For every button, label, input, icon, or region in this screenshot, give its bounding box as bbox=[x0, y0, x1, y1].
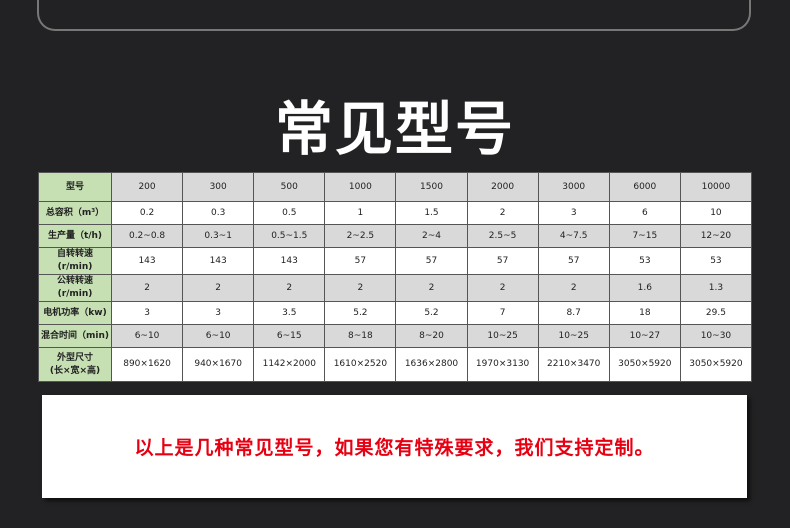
row-label: 总容积（m³） bbox=[38, 201, 112, 225]
page-title: 常见型号 bbox=[274, 95, 515, 163]
table-cell: 3 bbox=[537, 201, 610, 225]
table-cell: 2~4 bbox=[395, 224, 468, 248]
table-cell: 2000 bbox=[466, 172, 539, 202]
table-cell: 890×1620 bbox=[110, 347, 184, 382]
table-row: 总容积（m³） 0.2 0.3 0.5 1 1.5 2 3 6 10 bbox=[38, 201, 753, 225]
table-cell: 1142×2000 bbox=[253, 347, 326, 382]
table-cell: 10~27 bbox=[608, 324, 681, 348]
table-cell: 3 bbox=[110, 301, 184, 325]
table-cell: 18 bbox=[608, 301, 681, 325]
table-cell: 6 bbox=[608, 201, 681, 225]
table-cell: 2 bbox=[110, 274, 184, 302]
table-cell: 10000 bbox=[679, 172, 753, 202]
table-cell: 1500 bbox=[395, 172, 468, 202]
table-row: 混合时间（min) 6~10 6~10 6~15 8~18 8~20 10~25 10~25 1… bbox=[38, 324, 753, 348]
table-cell: 1.6 bbox=[608, 274, 681, 302]
table-cell: 940×1670 bbox=[182, 347, 255, 382]
table-cell: 2 bbox=[253, 274, 326, 302]
row-label: 型号 bbox=[38, 172, 112, 202]
notice-text: 以上是几种常见型号，如果您有特殊要求，我们支持定制。 bbox=[134, 437, 655, 459]
table-cell: 0.5 bbox=[253, 201, 326, 225]
table-cell: 29.5 bbox=[679, 301, 753, 325]
table-cell: 2.5~5 bbox=[466, 224, 539, 248]
table-cell: 2 bbox=[324, 274, 397, 302]
top-frame bbox=[37, 0, 751, 31]
row-label: 混合时间（min) bbox=[38, 324, 112, 348]
table-cell: 5.2 bbox=[395, 301, 468, 325]
table-cell: 2 bbox=[466, 201, 539, 225]
table-cell: 1970×3130 bbox=[466, 347, 539, 382]
table-row: 自转转速 (r/min) 143 143 143 57 57 57 57 53 53 bbox=[38, 247, 753, 275]
row-label: 电机功率（kw) bbox=[38, 301, 112, 325]
table-cell: 2 bbox=[182, 274, 255, 302]
table-cell: 6~10 bbox=[182, 324, 255, 348]
table-cell: 6000 bbox=[608, 172, 681, 202]
table-cell: 1.5 bbox=[395, 201, 468, 225]
row-label: 外型尺寸 (长×宽×高) bbox=[38, 347, 112, 382]
table-cell: 2210×3470 bbox=[537, 347, 610, 382]
table-cell: 0.3~1 bbox=[182, 224, 255, 248]
table-cell: 6~10 bbox=[110, 324, 184, 348]
table-cell: 1.3 bbox=[679, 274, 753, 302]
table-cell: 10 bbox=[679, 201, 753, 225]
table-cell: 57 bbox=[324, 247, 397, 275]
notice-box: 以上是几种常见型号，如果您有特殊要求，我们支持定制。 bbox=[42, 395, 747, 498]
table-cell: 7 bbox=[466, 301, 539, 325]
table-cell: 143 bbox=[253, 247, 326, 275]
table-row: 型号 200 300 500 1000 1500 2000 3000 6000 10000 bbox=[38, 172, 753, 202]
table-cell: 3000 bbox=[537, 172, 610, 202]
table-cell: 1636×2800 bbox=[395, 347, 468, 382]
table-cell: 300 bbox=[182, 172, 255, 202]
row-label: 自转转速 (r/min) bbox=[38, 247, 112, 275]
table-cell: 10~25 bbox=[537, 324, 610, 348]
table-cell: 0.2~0.8 bbox=[110, 224, 184, 248]
table-cell: 143 bbox=[110, 247, 184, 275]
table-cell: 2 bbox=[466, 274, 539, 302]
table-cell: 5.2 bbox=[324, 301, 397, 325]
table-cell: 8~18 bbox=[324, 324, 397, 348]
table-cell: 1 bbox=[324, 201, 397, 225]
table-cell: 2~2.5 bbox=[324, 224, 397, 248]
table-cell: 2 bbox=[537, 274, 610, 302]
table-cell: 1610×2520 bbox=[324, 347, 397, 382]
table-cell: 57 bbox=[537, 247, 610, 275]
table-cell: 12~20 bbox=[679, 224, 753, 248]
table-cell: 57 bbox=[395, 247, 468, 275]
table-cell: 143 bbox=[182, 247, 255, 275]
table-cell: 10~30 bbox=[679, 324, 753, 348]
table-cell: 8.7 bbox=[537, 301, 610, 325]
table-row: 外型尺寸 (长×宽×高) 890×1620 940×1670 1142×2000 161… bbox=[38, 347, 753, 382]
table-cell: 500 bbox=[253, 172, 326, 202]
table-cell: 53 bbox=[679, 247, 753, 275]
table-cell: 7~15 bbox=[608, 224, 681, 248]
table-cell: 0.5~1.5 bbox=[253, 224, 326, 248]
table-cell: 4~7.5 bbox=[537, 224, 610, 248]
table-row: 生产量（t/h) 0.2~0.8 0.3~1 0.5~1.5 2~2.5 2~4 2.5~5… bbox=[38, 224, 753, 248]
table-cell: 10~25 bbox=[466, 324, 539, 348]
table-cell: 53 bbox=[608, 247, 681, 275]
table-cell: 1000 bbox=[324, 172, 397, 202]
table-cell: 2 bbox=[395, 274, 468, 302]
table-cell: 3 bbox=[182, 301, 255, 325]
table-cell: 8~20 bbox=[395, 324, 468, 348]
model-spec-table: 型号 200 300 500 1000 1500 2000 3000 6000 10000 总容积（… bbox=[38, 172, 753, 382]
table-cell: 6~15 bbox=[253, 324, 326, 348]
table-cell: 200 bbox=[110, 172, 184, 202]
row-label: 生产量（t/h) bbox=[38, 224, 112, 248]
table-row: 公转转速 (r/min) 2 2 2 2 2 2 2 1.6 1.3 bbox=[38, 274, 753, 302]
table-cell: 0.2 bbox=[110, 201, 184, 225]
table-cell: 3050×5920 bbox=[679, 347, 753, 382]
table-cell: 3050×5920 bbox=[608, 347, 681, 382]
row-label: 公转转速 (r/min) bbox=[38, 274, 112, 302]
table-row: 电机功率（kw) 3 3 3.5 5.2 5.2 7 8.7 18 29.5 bbox=[38, 301, 753, 325]
table-cell: 3.5 bbox=[253, 301, 326, 325]
table-cell: 57 bbox=[466, 247, 539, 275]
table-cell: 0.3 bbox=[182, 201, 255, 225]
